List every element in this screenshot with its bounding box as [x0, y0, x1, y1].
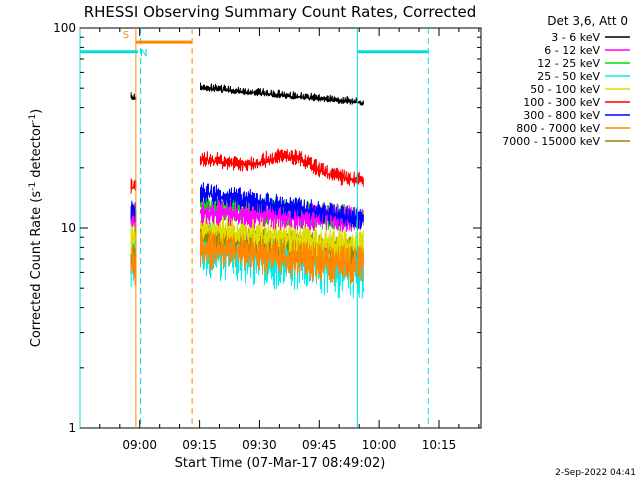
series-300-800keV-trace	[200, 182, 364, 230]
legend-label: 25 - 50 keV	[537, 70, 600, 83]
x-axis-label: Start Time (07-Mar-17 08:49:02)	[175, 456, 386, 471]
series-50-100keV-trace	[130, 220, 137, 255]
legend-label: 3 - 6 keV	[551, 31, 600, 44]
legend-label: 6 - 12 keV	[544, 44, 600, 57]
legend-label: 100 - 300 keV	[523, 96, 600, 109]
x-tick-label: 09:45	[302, 438, 337, 452]
y-axis: 1 10 100	[53, 21, 481, 435]
series-50-100keV-trace	[200, 212, 364, 266]
x-axis: 09:00 09:15 09:30 09:45 10:00 10:15	[99, 28, 480, 452]
legend-header: Det 3,6, Att 0	[547, 14, 628, 28]
legend-label: 7000 - 15000 keV	[502, 135, 600, 148]
series-100-300keV-trace	[130, 178, 137, 194]
flag-label-N: N	[140, 48, 147, 59]
chart-title: RHESSI Observing Summary Count Rates, Co…	[84, 3, 477, 21]
series-300-800keV-trace	[130, 200, 137, 222]
x-tick-label: 10:15	[422, 438, 457, 452]
legend-label: 50 - 100 keV	[530, 83, 600, 96]
series-800-7000keV-trace	[200, 229, 364, 286]
footer-date: 2-Sep-2022 04:41	[555, 468, 636, 478]
y-tick-label: 100	[53, 21, 76, 35]
series-3-6keV-trace	[130, 92, 137, 101]
x-tick-label: 09:15	[182, 438, 217, 452]
legend-label: 12 - 25 keV	[537, 57, 600, 70]
series-3-6keV-trace	[200, 82, 364, 106]
x-tick-label: 09:30	[242, 438, 277, 452]
series-100-300keV-trace	[200, 148, 364, 187]
x-tick-label: 10:00	[362, 438, 397, 452]
y-tick-label: 10	[61, 221, 76, 235]
plot-area	[130, 82, 364, 299]
flag-label-S: S	[123, 30, 129, 41]
legend-label: 300 - 800 keV	[523, 109, 600, 122]
series-800-7000keV-trace	[130, 246, 137, 286]
y-tick-label: 1	[68, 421, 76, 435]
y-axis-label: Corrected Count Rate (s-1 detector-1)	[28, 109, 44, 347]
legend-label: 800 - 7000 keV	[516, 122, 600, 135]
x-tick-label: 09:00	[122, 438, 157, 452]
